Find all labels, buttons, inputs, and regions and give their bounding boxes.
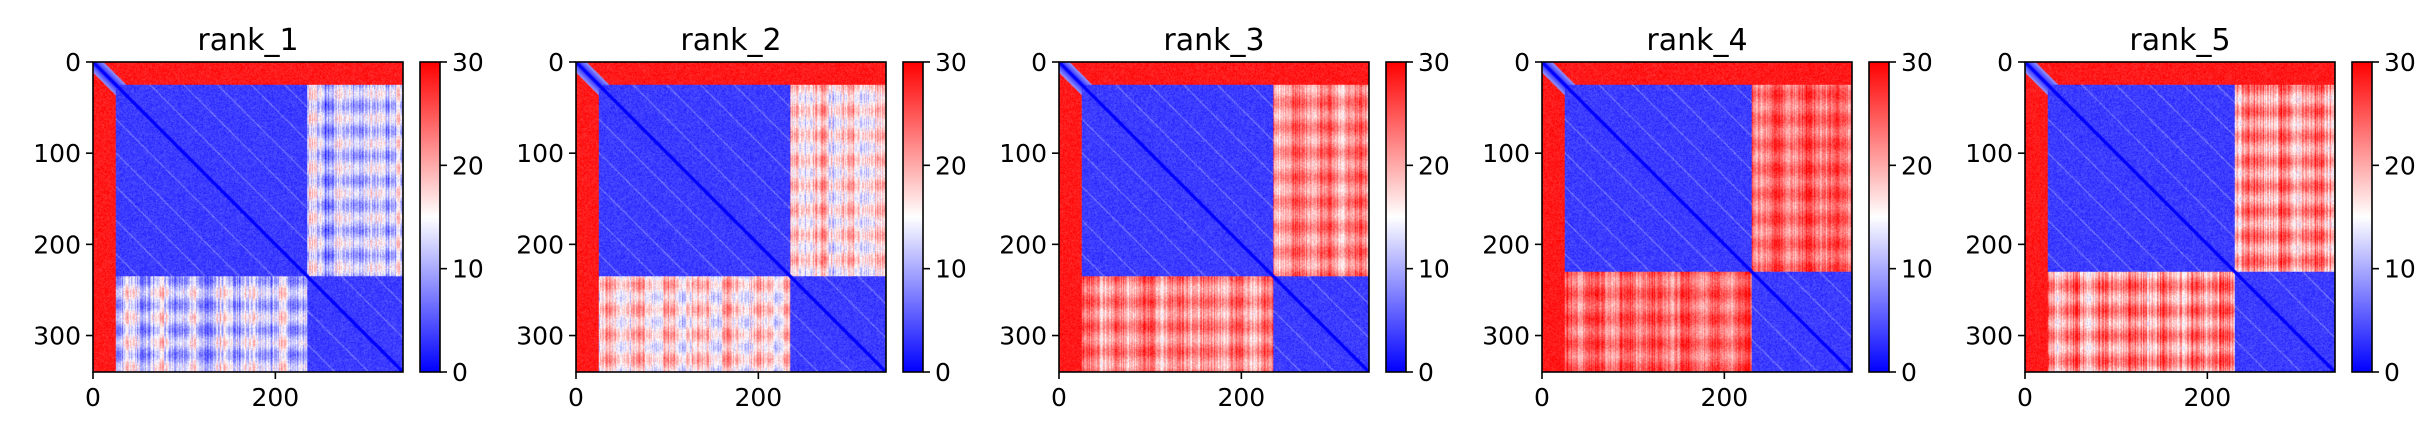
colorbar-tick-label: 10 bbox=[1418, 255, 1450, 284]
y-tick-label: 0 bbox=[1514, 48, 1530, 77]
x-tick-label: 0 bbox=[85, 383, 101, 412]
y-tick-label: 0 bbox=[1031, 48, 1047, 77]
plot-frame bbox=[92, 61, 404, 373]
colorbar-tick-label: 30 bbox=[452, 48, 484, 77]
colorbar-frame bbox=[2351, 61, 2373, 373]
y-tick-label: 300 bbox=[1482, 322, 1530, 351]
x-tick-label: 200 bbox=[251, 383, 299, 412]
colorbar-frame bbox=[1868, 61, 1890, 373]
colorbar-tick-label: 20 bbox=[2384, 151, 2416, 180]
y-tick-label: 300 bbox=[516, 322, 564, 351]
panel-title: rank_4 bbox=[1646, 23, 1747, 58]
x-tick-label: 0 bbox=[568, 383, 584, 412]
y-tick-label: 100 bbox=[999, 139, 1047, 168]
colorbar-tick-label: 0 bbox=[2384, 358, 2400, 387]
colorbar-frame bbox=[902, 61, 924, 373]
colorbar bbox=[1869, 62, 1889, 372]
colorbar-tick-label: 20 bbox=[1901, 151, 1933, 180]
y-tick-label: 0 bbox=[1997, 48, 2013, 77]
y-tick-label: 200 bbox=[1482, 230, 1530, 259]
y-tick-label: 100 bbox=[33, 139, 81, 168]
heatmap-image bbox=[1542, 62, 1852, 372]
plot-frame bbox=[1058, 61, 1370, 373]
plot-frame bbox=[575, 61, 887, 373]
colorbar bbox=[420, 62, 440, 372]
colorbar-tick-label: 30 bbox=[935, 48, 967, 77]
x-tick-label: 0 bbox=[1534, 383, 1550, 412]
colorbar-frame bbox=[419, 61, 441, 373]
y-tick-label: 300 bbox=[33, 322, 81, 351]
heatmap-panel-5: rank_5 0 100 200 300 0 200 0 10 20 30 bbox=[1965, 23, 2416, 412]
y-tick-label: 200 bbox=[999, 230, 1047, 259]
colorbar bbox=[2352, 62, 2372, 372]
colorbar-tick-label: 30 bbox=[1418, 48, 1450, 77]
heatmap-image bbox=[93, 62, 403, 372]
x-tick-label: 200 bbox=[1217, 383, 1265, 412]
colorbar-tick-label: 0 bbox=[452, 358, 468, 387]
y-tick-label: 100 bbox=[1482, 139, 1530, 168]
y-tick-label: 100 bbox=[516, 139, 564, 168]
x-tick-label: 0 bbox=[1051, 383, 1067, 412]
colorbar-tick-label: 10 bbox=[2384, 255, 2416, 284]
y-tick-label: 200 bbox=[33, 230, 81, 259]
y-tick-label: 200 bbox=[1965, 230, 2013, 259]
x-tick-label: 0 bbox=[2017, 383, 2033, 412]
colorbar-tick-label: 20 bbox=[1418, 151, 1450, 180]
colorbar-tick-label: 10 bbox=[452, 255, 484, 284]
panel-title: rank_5 bbox=[2129, 23, 2230, 58]
y-tick-label: 300 bbox=[1965, 322, 2013, 351]
colorbar-tick-label: 30 bbox=[1901, 48, 1933, 77]
x-tick-label: 200 bbox=[2183, 383, 2231, 412]
colorbar-tick-label: 0 bbox=[1901, 358, 1917, 387]
plot-frame bbox=[2024, 61, 2336, 373]
heatmap-image bbox=[576, 62, 886, 372]
x-tick-label: 200 bbox=[1700, 383, 1748, 412]
y-tick-label: 300 bbox=[999, 322, 1047, 351]
heatmap-panel-4: rank_4 0 100 200 300 0 200 0 10 20 30 bbox=[1482, 23, 1933, 412]
heatmap-panel-3: rank_3 0 100 200 300 0 200 0 10 20 30 bbox=[999, 23, 1450, 412]
colorbar-tick-label: 30 bbox=[2384, 48, 2416, 77]
colorbar bbox=[903, 62, 923, 372]
panel-title: rank_2 bbox=[680, 23, 781, 58]
panel-title: rank_3 bbox=[1163, 23, 1264, 58]
colorbar bbox=[1386, 62, 1406, 372]
colorbar-frame bbox=[1385, 61, 1407, 373]
heatmap-panel-2: rank_2 0 100 200 300 0 200 0 10 20 30 bbox=[516, 23, 967, 412]
y-tick-label: 0 bbox=[65, 48, 81, 77]
panel-title: rank_1 bbox=[197, 23, 298, 58]
colorbar-tick-label: 10 bbox=[935, 255, 967, 284]
y-tick-label: 100 bbox=[1965, 139, 2013, 168]
plot-frame bbox=[1541, 61, 1853, 373]
colorbar-tick-label: 20 bbox=[935, 151, 967, 180]
y-tick-label: 200 bbox=[516, 230, 564, 259]
heatmap-image bbox=[1059, 62, 1369, 372]
colorbar-tick-label: 0 bbox=[935, 358, 951, 387]
colorbar-tick-label: 20 bbox=[452, 151, 484, 180]
x-tick-label: 200 bbox=[734, 383, 782, 412]
heatmap-image bbox=[2025, 62, 2335, 372]
heatmap-panel-1: rank_1 0 100 200 300 0 200 0 10 20 30 bbox=[33, 23, 484, 412]
colorbar-tick-label: 0 bbox=[1418, 358, 1434, 387]
y-tick-label: 0 bbox=[548, 48, 564, 77]
colorbar-tick-label: 10 bbox=[1901, 255, 1933, 284]
